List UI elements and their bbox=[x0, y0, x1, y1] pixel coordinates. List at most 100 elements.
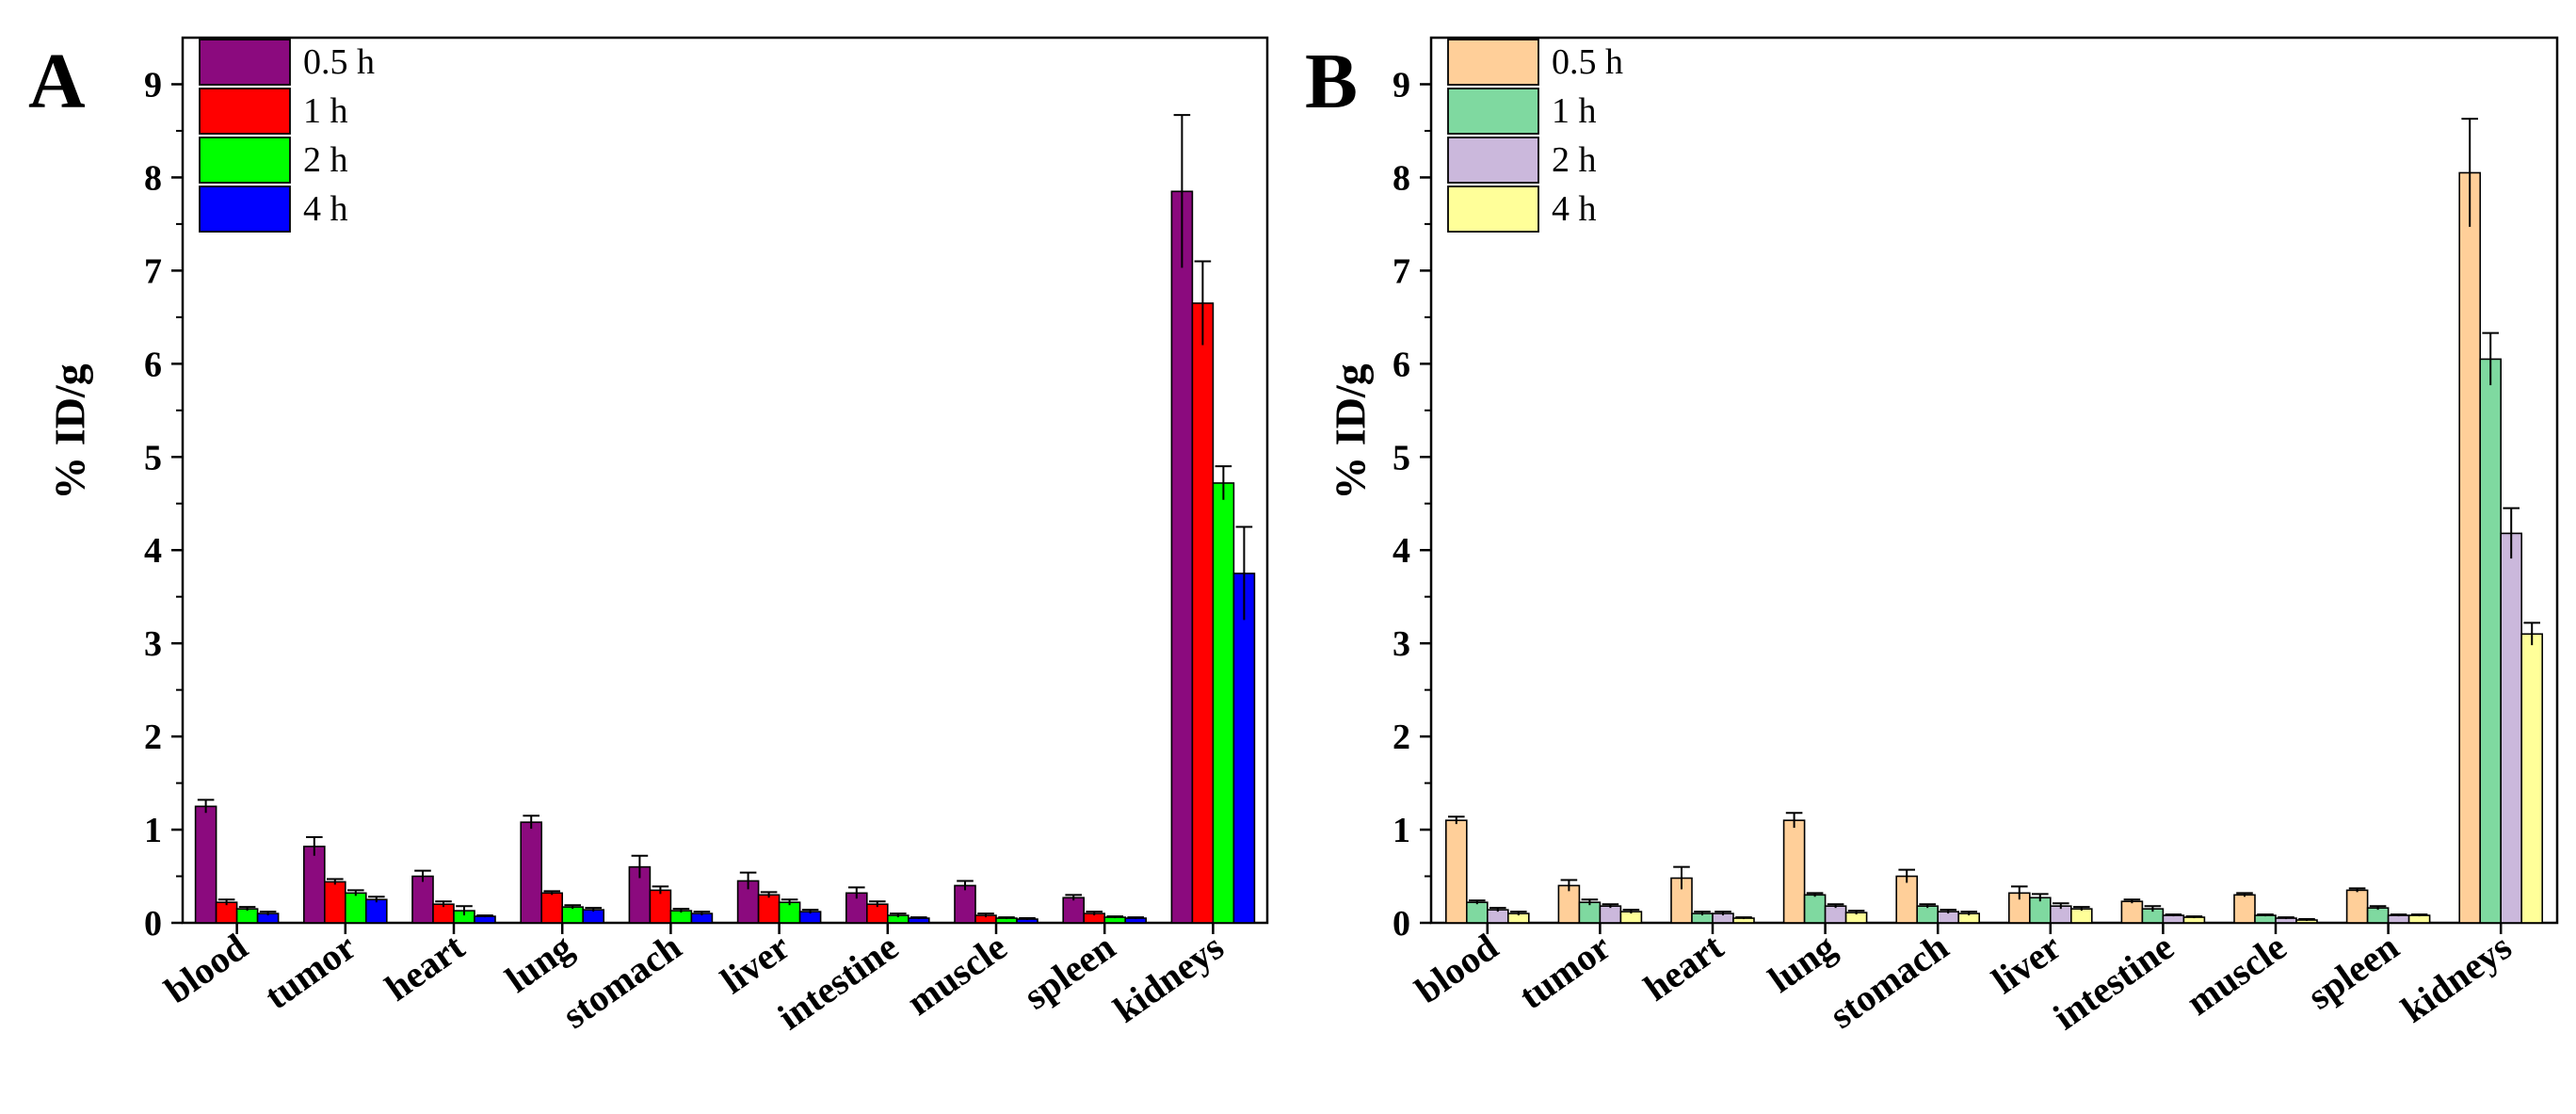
bar bbox=[1062, 896, 1085, 924]
x-tick-label: muscle bbox=[2179, 926, 2294, 1024]
y-tick-label: 2 bbox=[1393, 718, 1410, 757]
bar bbox=[1803, 894, 1827, 924]
y-tick-label: 0 bbox=[1393, 904, 1410, 944]
bar bbox=[2233, 894, 2256, 924]
legend-swatch bbox=[1447, 186, 1539, 233]
legend-swatch bbox=[1447, 137, 1539, 184]
bar bbox=[520, 821, 543, 924]
bar bbox=[954, 884, 976, 924]
bar bbox=[582, 909, 605, 924]
y-tick-label: 6 bbox=[144, 345, 162, 384]
y-tick-label: 8 bbox=[144, 158, 162, 198]
bar bbox=[411, 875, 434, 924]
bar bbox=[474, 915, 496, 924]
x-tick-label: lung bbox=[498, 926, 581, 1001]
bar bbox=[778, 901, 801, 924]
bar bbox=[2520, 633, 2543, 924]
y-tick-label: 3 bbox=[1393, 624, 1410, 664]
bar bbox=[1232, 573, 1256, 924]
bar bbox=[235, 908, 259, 924]
legend-swatch bbox=[199, 186, 291, 233]
bar bbox=[2028, 896, 2052, 924]
bar bbox=[540, 892, 564, 924]
y-tick-label: 0 bbox=[144, 904, 162, 944]
chart-panel-a: A % ID/g 0 1 2 3 4 5 6 7 8 9 blood tumor heart lung st… bbox=[0, 0, 1277, 1114]
x-tick-label: tumor bbox=[1511, 926, 1618, 1018]
legend-label: 0.5 h bbox=[1552, 42, 1623, 82]
bar bbox=[1212, 482, 1235, 924]
bar bbox=[323, 880, 346, 924]
plot-frame bbox=[1429, 36, 2559, 925]
bar bbox=[2500, 532, 2522, 924]
bar bbox=[2407, 914, 2431, 924]
legend-label: 2 h bbox=[1552, 140, 1597, 180]
bar bbox=[2366, 907, 2390, 924]
x-tick-label: kidneys bbox=[2393, 926, 2519, 1031]
chart-panel-b: B % ID/g 0 1 2 3 4 5 6 7 8 9 blood tumor heart lung st… bbox=[1290, 0, 2576, 1114]
bar bbox=[344, 892, 367, 924]
bar bbox=[1445, 819, 1468, 924]
bar bbox=[2387, 914, 2410, 924]
bar bbox=[1599, 905, 1622, 924]
bar bbox=[2458, 171, 2481, 924]
y-tick-label: 6 bbox=[1393, 345, 1410, 384]
x-tick-label: blood bbox=[157, 926, 255, 1012]
x-tick-label: muscle bbox=[899, 926, 1014, 1024]
legend-label: 1 h bbox=[303, 91, 348, 131]
bar bbox=[1782, 819, 1806, 924]
legend-label: 4 h bbox=[303, 189, 348, 229]
bar bbox=[302, 846, 326, 924]
x-tick-label: liver bbox=[1984, 926, 2068, 1002]
y-tick-label: 4 bbox=[144, 531, 162, 571]
x-tick-label: kidneys bbox=[1105, 926, 1231, 1031]
x-tick-label: spleen bbox=[1016, 926, 1122, 1018]
panel-label: A bbox=[28, 38, 86, 125]
bar bbox=[1824, 905, 1847, 924]
x-tick-label: heart bbox=[1636, 925, 1731, 1009]
x-tick-label: stomach bbox=[1822, 926, 1956, 1037]
bar bbox=[1466, 901, 1489, 924]
legend-label: 1 h bbox=[1552, 91, 1597, 131]
x-tick-label: stomach bbox=[555, 926, 688, 1037]
bar bbox=[215, 901, 238, 924]
y-tick-label: 1 bbox=[1393, 811, 1410, 850]
bar bbox=[757, 894, 781, 924]
x-tick-label: blood bbox=[1408, 926, 1505, 1012]
bar bbox=[364, 898, 388, 924]
bar bbox=[194, 805, 217, 924]
x-tick-label: liver bbox=[713, 926, 797, 1002]
legend-swatch bbox=[1447, 39, 1539, 86]
x-tick-label: intestine bbox=[770, 926, 906, 1039]
bar bbox=[2069, 908, 2093, 924]
legend-swatch bbox=[1447, 88, 1539, 135]
y-tick-label: 9 bbox=[144, 65, 162, 105]
bar bbox=[1191, 302, 1215, 924]
legend-label: 4 h bbox=[1552, 189, 1597, 229]
bar bbox=[2345, 889, 2369, 924]
bar bbox=[1170, 190, 1194, 924]
legend-label: 2 h bbox=[303, 140, 348, 180]
y-tick-label: 1 bbox=[144, 811, 162, 850]
x-tick-label: spleen bbox=[2300, 926, 2407, 1018]
bar bbox=[2479, 358, 2502, 924]
bar bbox=[1895, 875, 1919, 924]
y-tick-label: 5 bbox=[1393, 438, 1410, 477]
panel-label: B bbox=[1305, 38, 1359, 125]
y-tick-label: 2 bbox=[144, 718, 162, 757]
bar bbox=[2120, 900, 2144, 924]
bar bbox=[1487, 909, 1509, 924]
y-tick-label: 9 bbox=[1393, 65, 1410, 105]
legend-swatch bbox=[199, 39, 291, 86]
bar bbox=[561, 906, 585, 924]
y-tick-label: 3 bbox=[144, 624, 162, 664]
bar bbox=[1578, 901, 1602, 924]
legend-swatch bbox=[199, 137, 291, 184]
x-tick-label: intestine bbox=[2045, 926, 2181, 1039]
y-tick-label: 5 bbox=[144, 438, 162, 477]
y-tick-label: 7 bbox=[144, 251, 162, 291]
x-tick-label: heart bbox=[378, 925, 473, 1009]
y-tick-label: 8 bbox=[1393, 158, 1410, 198]
bar bbox=[649, 889, 672, 924]
y-tick-label: 4 bbox=[1393, 531, 1410, 571]
